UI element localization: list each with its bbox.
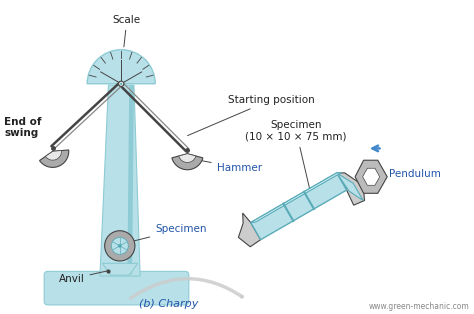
Wedge shape	[39, 150, 69, 167]
Text: (b) Charpy: (b) Charpy	[139, 299, 198, 309]
Polygon shape	[238, 213, 261, 247]
Wedge shape	[46, 150, 62, 160]
Text: Specimen
(10 × 10 × 75 mm): Specimen (10 × 10 × 75 mm)	[246, 120, 347, 189]
Circle shape	[105, 231, 135, 261]
Polygon shape	[251, 172, 342, 223]
Circle shape	[118, 244, 122, 248]
Text: Hammer: Hammer	[192, 159, 262, 173]
FancyArrowPatch shape	[131, 279, 242, 298]
Text: www.green-mechanic.com: www.green-mechanic.com	[369, 302, 470, 311]
Wedge shape	[172, 154, 203, 170]
Circle shape	[118, 81, 124, 86]
Polygon shape	[337, 173, 363, 200]
Text: End of
swing: End of swing	[4, 117, 42, 138]
Circle shape	[120, 83, 122, 85]
Text: Scale: Scale	[113, 15, 141, 47]
Wedge shape	[179, 154, 196, 163]
FancyBboxPatch shape	[44, 271, 189, 305]
Polygon shape	[128, 85, 134, 274]
Text: Starting position: Starting position	[188, 95, 314, 136]
Text: Pendulum: Pendulum	[389, 169, 441, 179]
Circle shape	[111, 237, 128, 254]
Polygon shape	[355, 160, 387, 193]
Polygon shape	[337, 173, 365, 205]
Polygon shape	[363, 168, 380, 185]
Wedge shape	[87, 50, 155, 84]
Polygon shape	[102, 263, 138, 275]
Polygon shape	[100, 85, 140, 276]
Text: Specimen: Specimen	[132, 224, 207, 241]
Polygon shape	[251, 173, 346, 240]
Text: Anvil: Anvil	[59, 271, 107, 284]
